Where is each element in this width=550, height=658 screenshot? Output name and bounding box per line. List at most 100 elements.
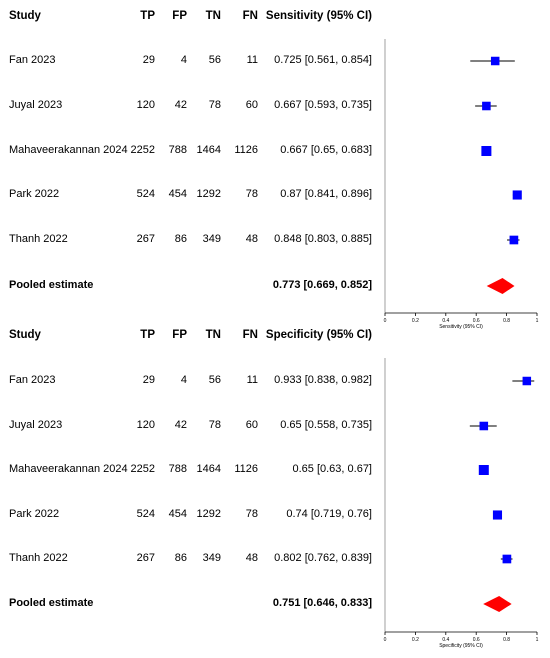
point-estimate-marker — [478, 465, 489, 475]
x-axis-label: Sensitivity (95% CI) — [439, 324, 483, 330]
tp-value: 524 — [136, 188, 155, 200]
estimate-ci-text: 0.65 [0.63, 0.67] — [292, 463, 372, 475]
tn-value: 56 — [208, 374, 221, 386]
fn-value: 60 — [245, 99, 258, 111]
study-name: Juyal 2023 — [9, 419, 63, 431]
estimate-ci-text: 0.933 [0.838, 0.982] — [274, 374, 372, 386]
column-header-study: Study — [9, 10, 41, 22]
study-name: Fan 2023 — [9, 54, 56, 66]
point-estimate-marker — [490, 56, 500, 66]
point-estimate-marker — [512, 190, 522, 200]
tp-value: 2252 — [130, 463, 155, 475]
point-estimate-marker — [502, 554, 512, 564]
point-estimate-marker — [482, 101, 491, 111]
tn-value: 56 — [208, 54, 221, 66]
tn-value: 78 — [208, 99, 221, 111]
fn-value: 78 — [245, 188, 258, 200]
tn-value: 1292 — [196, 508, 221, 520]
point-estimate-marker — [522, 376, 532, 386]
fp-value: 42 — [174, 99, 187, 111]
column-header-statistic: Specificity (95% CI) — [265, 329, 372, 341]
column-header-fp: FP — [172, 10, 187, 22]
x-tick-label: 0.8 — [503, 637, 510, 643]
pooled-estimate-ci-text: 0.773 [0.669, 0.852] — [272, 279, 372, 291]
tn-value: 349 — [202, 552, 221, 564]
fp-value: 86 — [174, 552, 187, 564]
study-name: Fan 2023 — [9, 374, 56, 386]
x-tick-label: 0 — [384, 637, 387, 643]
point-estimate-marker — [479, 421, 489, 431]
x-tick-label: 0.2 — [412, 318, 419, 324]
estimate-ci-text: 0.74 [0.719, 0.76] — [286, 508, 372, 520]
x-tick-label: 0.2 — [412, 637, 419, 643]
point-estimate-marker — [509, 235, 519, 245]
fp-value: 788 — [168, 463, 187, 475]
tp-value: 2252 — [130, 144, 155, 156]
x-tick-label: 0 — [384, 318, 387, 324]
tp-value: 120 — [136, 419, 155, 431]
column-header-fn: FN — [242, 329, 258, 341]
column-header-tp: TP — [140, 10, 155, 22]
x-tick-label: 0.6 — [473, 318, 480, 324]
fn-value: 11 — [246, 54, 258, 66]
tp-value: 120 — [136, 99, 155, 111]
study-name: Mahaveerakannan 2024 — [9, 463, 128, 475]
point-estimate-marker — [481, 146, 492, 156]
tn-value: 1292 — [196, 188, 221, 200]
fp-value: 4 — [180, 374, 187, 386]
fp-value: 4 — [180, 54, 187, 66]
study-name: Juyal 2023 — [9, 99, 63, 111]
fn-value: 48 — [245, 552, 258, 564]
fn-value: 60 — [245, 419, 258, 431]
point-estimate-marker — [492, 510, 503, 520]
column-header-tp: TP — [140, 329, 155, 341]
fp-value: 454 — [168, 188, 187, 200]
x-tick-label: 0.4 — [442, 637, 449, 643]
pooled-estimate-label: Pooled estimate — [9, 597, 94, 609]
fp-value: 454 — [168, 508, 187, 520]
x-tick-label: 1 — [536, 637, 539, 643]
estimate-ci-text: 0.65 [0.558, 0.735] — [280, 419, 372, 431]
estimate-ci-text: 0.802 [0.762, 0.839] — [274, 552, 372, 564]
x-tick-label: 0.4 — [442, 318, 449, 324]
tp-value: 29 — [142, 54, 155, 66]
study-name: Thanh 2022 — [9, 552, 68, 564]
x-axis-label: Specificity (95% CI) — [439, 643, 483, 649]
pooled-estimate-diamond — [486, 278, 515, 294]
pooled-estimate-diamond — [483, 596, 512, 612]
column-header-fn: FN — [242, 10, 258, 22]
tn-value: 349 — [202, 233, 221, 245]
tp-value: 29 — [142, 374, 155, 386]
tn-value: 1464 — [196, 144, 221, 156]
study-name: Park 2022 — [9, 188, 60, 200]
estimate-ci-text: 0.667 [0.65, 0.683] — [280, 144, 372, 156]
tn-value: 1464 — [196, 463, 221, 475]
tp-value: 267 — [136, 233, 155, 245]
fn-value: 11 — [246, 374, 258, 386]
fp-value: 788 — [168, 144, 187, 156]
fp-value: 42 — [174, 419, 187, 431]
tp-value: 524 — [136, 508, 155, 520]
tn-value: 78 — [208, 419, 221, 431]
column-header-tn: TN — [205, 329, 221, 341]
column-header-tn: TN — [205, 10, 221, 22]
estimate-ci-text: 0.725 [0.561, 0.854] — [274, 54, 372, 66]
tp-value: 267 — [136, 552, 155, 564]
estimate-ci-text: 0.87 [0.841, 0.896] — [280, 188, 372, 200]
column-header-fp: FP — [172, 329, 187, 341]
fp-value: 86 — [174, 233, 187, 245]
fn-value: 1126 — [234, 144, 258, 156]
pooled-estimate-label: Pooled estimate — [9, 279, 94, 291]
study-name: Thanh 2022 — [9, 233, 68, 245]
column-header-study: Study — [9, 329, 41, 341]
column-header-statistic: Sensitivity (95% CI) — [265, 10, 372, 22]
fn-value: 48 — [245, 233, 258, 245]
fn-value: 78 — [245, 508, 258, 520]
x-tick-label: 1 — [536, 318, 539, 324]
x-tick-label: 0.6 — [473, 637, 480, 643]
pooled-estimate-ci-text: 0.751 [0.646, 0.833] — [272, 597, 372, 609]
estimate-ci-text: 0.667 [0.593, 0.735] — [274, 99, 372, 111]
x-tick-label: 0.8 — [503, 318, 510, 324]
study-name: Park 2022 — [9, 508, 60, 520]
